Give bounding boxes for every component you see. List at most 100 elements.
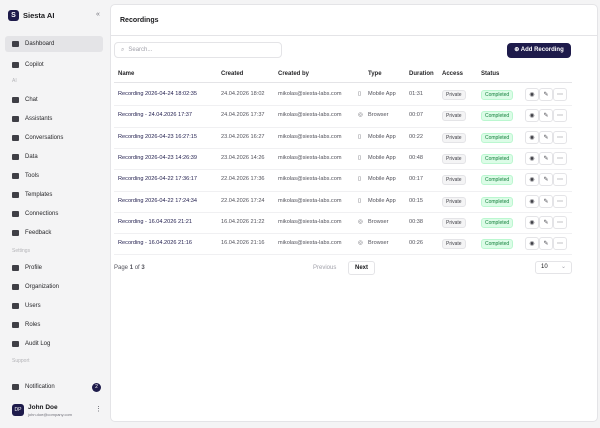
view-button[interactable]: ◉ <box>525 237 539 251</box>
recording-name[interactable]: Recording - 16.04.2026 21:21 <box>118 218 193 225</box>
status-badge: Completed <box>481 239 514 250</box>
row-divider <box>114 190 572 192</box>
recording-name[interactable]: Recording - 16.04.2026 21:16 <box>118 240 193 247</box>
nav-icon <box>12 41 19 47</box>
nav-label: Dashboard <box>25 41 55 47</box>
header-divider <box>114 82 572 83</box>
nav-icon <box>12 211 19 217</box>
created: 23.04.2026 14:26 <box>221 155 265 161</box>
edit-button[interactable]: ✎ <box>539 237 553 251</box>
nav-item[interactable]: Roles <box>5 317 103 333</box>
type: Mobile App <box>368 155 396 161</box>
view-button[interactable]: ◉ <box>525 109 539 123</box>
type-icon: ▯ <box>358 155 362 161</box>
type-icon: ◎ <box>358 240 363 247</box>
nav-item[interactable]: Conversations <box>5 130 103 146</box>
view-button[interactable]: ◉ <box>525 152 539 165</box>
add-recording-button[interactable]: ⊕ Add Recording <box>507 43 571 58</box>
edit-button[interactable]: ✎ <box>539 194 553 208</box>
collapse-button[interactable]: « <box>96 11 100 18</box>
nav-label: Users <box>25 303 41 309</box>
column-header: Status <box>481 71 500 77</box>
next-button[interactable]: Next <box>348 261 376 275</box>
edit-button[interactable]: ✎ <box>539 152 553 165</box>
avatar: DP <box>12 404 24 416</box>
more-button[interactable]: ⋯ <box>553 237 567 251</box>
edit-button[interactable]: ✎ <box>539 130 553 144</box>
more-button[interactable]: ⋯ <box>553 109 567 123</box>
nav-item[interactable]: Assistants <box>5 111 103 127</box>
duration: 00:07 <box>409 112 423 119</box>
row-divider <box>114 254 572 256</box>
nav-icon <box>12 62 19 68</box>
type: Mobile App <box>368 176 396 183</box>
view-button[interactable]: ◉ <box>525 173 539 187</box>
recording-name[interactable]: Recording - 24.04.2026 17:37 <box>118 112 193 119</box>
edit-button[interactable]: ✎ <box>539 215 553 229</box>
more-button[interactable]: ⋯ <box>553 215 567 229</box>
notification[interactable]: Notification 2 <box>5 379 103 395</box>
access-badge: Private <box>442 111 466 122</box>
nav-item[interactable]: Dashboard <box>5 36 103 52</box>
recording-name[interactable]: Recording 2026-04-23 14:26:39 <box>118 155 197 161</box>
brand: Siesta AI <box>23 11 55 20</box>
duration: 00:38 <box>409 218 423 225</box>
nav-item[interactable]: Tools <box>5 168 103 184</box>
nav-item[interactable]: Organization <box>5 279 103 295</box>
nav-label: Templates <box>25 192 53 198</box>
nav-item[interactable]: Users <box>5 298 103 314</box>
edit-button[interactable]: ✎ <box>539 173 553 187</box>
nav-icon <box>12 97 19 103</box>
search-input[interactable]: ⌕ Search... <box>114 42 282 58</box>
user-menu[interactable]: ⋮ <box>95 406 102 413</box>
view-button[interactable]: ◉ <box>525 194 539 208</box>
notification-count: 2 <box>92 383 101 392</box>
recording-name[interactable]: Recording 2026-04-24 18:02:35 <box>118 91 197 98</box>
page-of: of <box>134 265 140 271</box>
column-header: Created <box>221 71 244 77</box>
type-icon: ▯ <box>358 197 362 204</box>
more-button[interactable]: ⋯ <box>553 194 567 208</box>
duration: 00:15 <box>409 197 423 204</box>
page-size-select[interactable]: 10 ⌄ <box>535 261 572 274</box>
section-label: Support <box>12 358 30 364</box>
more-button[interactable]: ⋯ <box>553 130 567 144</box>
view-button[interactable]: ◉ <box>525 130 539 144</box>
type: Browser <box>368 112 389 119</box>
column-header: Access <box>442 71 464 77</box>
more-button[interactable]: ⋯ <box>553 88 567 102</box>
row-divider <box>114 126 572 128</box>
type-icon: ◎ <box>358 112 363 119</box>
previous-button[interactable]: Previous <box>313 265 337 271</box>
duration: 00:26 <box>409 240 423 247</box>
nav-item[interactable]: Chat <box>5 92 103 108</box>
view-button[interactable]: ◉ <box>525 215 539 229</box>
nav-item[interactable]: Profile <box>5 260 103 276</box>
nav-item[interactable]: Feedback <box>5 225 103 241</box>
more-button[interactable]: ⋯ <box>553 173 567 187</box>
created-by: mikolas@siesta-labs.com <box>278 176 342 183</box>
edit-button[interactable]: ✎ <box>539 109 553 123</box>
access-badge: Private <box>442 239 466 250</box>
row-divider <box>114 211 572 213</box>
nav-item[interactable]: Audit Log <box>5 336 103 352</box>
nav-item[interactable]: Connections <box>5 206 103 222</box>
recording-name[interactable]: Recording 2026-04-23 16:27:15 <box>118 133 197 140</box>
nav-item[interactable]: Copilot <box>5 57 103 73</box>
nav-item[interactable]: Data <box>5 149 103 165</box>
type-icon: ▯ <box>358 91 362 98</box>
nav-icon <box>12 265 19 271</box>
view-button[interactable]: ◉ <box>525 88 539 102</box>
recording-name[interactable]: Recording 2026-04-22 17:36:17 <box>118 176 197 183</box>
created-by: mikolas@siesta-labs.com <box>278 112 342 119</box>
recording-name[interactable]: Recording 2026-04-22 17:24:34 <box>118 197 197 204</box>
nav-label: Connections <box>25 211 59 217</box>
nav-icon <box>12 192 19 198</box>
more-button[interactable]: ⋯ <box>553 152 567 165</box>
edit-button[interactable]: ✎ <box>539 88 553 102</box>
duration: 00:17 <box>409 176 423 183</box>
created: 16.04.2026 21:22 <box>221 218 265 225</box>
divider <box>111 35 597 36</box>
nav-item[interactable]: Templates <box>5 187 103 203</box>
created: 22.04.2026 17:24 <box>221 197 265 204</box>
